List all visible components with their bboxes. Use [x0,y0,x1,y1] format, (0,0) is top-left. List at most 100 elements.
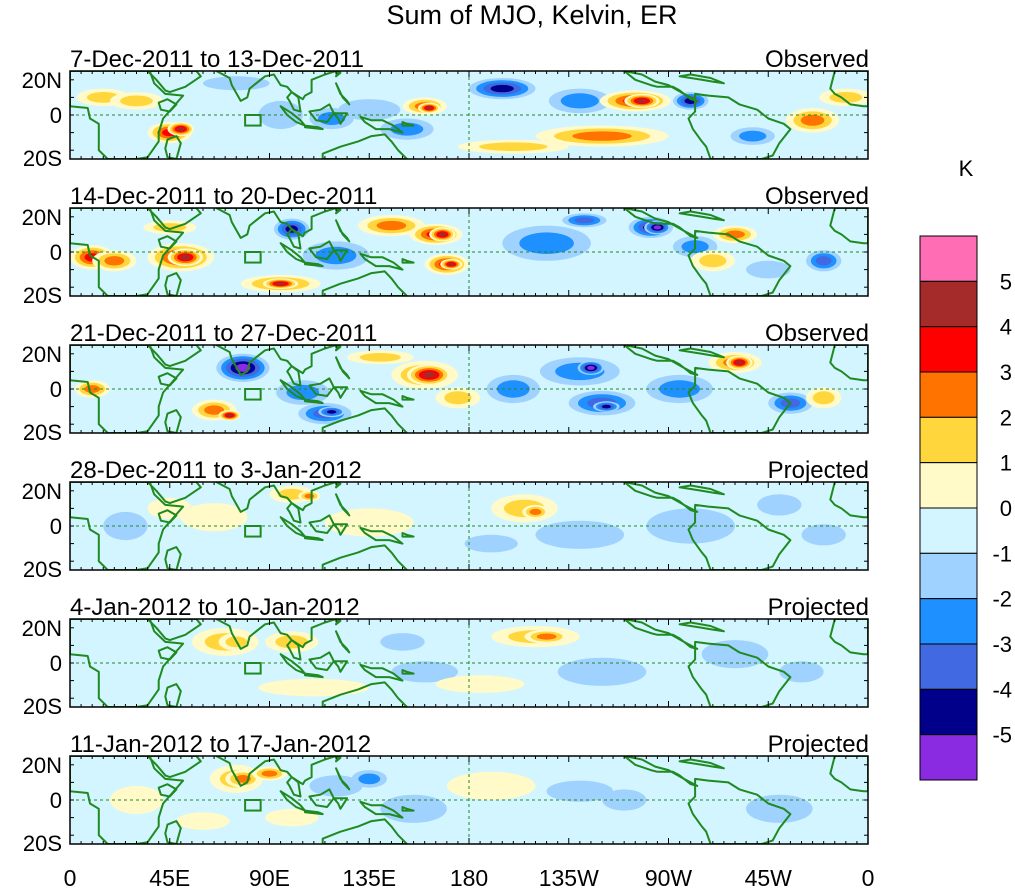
coastlines [70,619,868,707]
coastline [304,672,324,679]
coastline [70,345,185,433]
anomaly-contour [104,256,125,266]
anomaly-contour [380,633,425,651]
coastline [332,386,349,399]
anomaly-contour [815,256,832,266]
colorbar-label: 5 [1000,269,1012,294]
anomaly-contour [560,93,599,109]
coastline [321,544,408,570]
lat-tick-label: 20N [22,342,62,367]
lon-tick-label: 45W [745,865,793,889]
colorbar-bin [919,462,978,509]
anomaly-contour [226,413,233,417]
coastline [335,71,342,78]
panel-date-range: 28-Dec-2011 to 3-Jan-2012 [70,457,362,484]
panel-date-range: 14-Dec-2011 to 20-Dec-2011 [70,183,377,210]
coastline [678,73,725,85]
coastline [70,71,185,159]
colorbar-label: 4 [1000,315,1012,340]
anomaly-contour [601,404,612,409]
map-panel: 20N 0 20S 7-Dec-2011 to 13-Dec-2011 Observed [22,46,869,171]
coastline [623,71,699,102]
colorbar-bin [919,598,978,645]
lat-tick-label: 20N [22,205,62,230]
coastline [164,135,182,159]
anomaly-contour [425,106,433,110]
coastlines [70,71,868,159]
colorbar-label: 0 [1000,496,1012,521]
panel-status: Observed [765,46,869,73]
coastlines [70,482,868,570]
coastline [359,389,404,408]
coastline [335,630,351,654]
coastline [332,249,349,262]
anomaly-contour [203,76,270,91]
coastlines [70,756,868,844]
index-box [244,662,262,675]
anomaly-contour [636,98,648,103]
coastline [687,229,792,296]
lat-tick-label: 20N [22,753,62,778]
coastline [304,124,324,131]
map-panel: 20N 0 20S 21-Dec-2011 to 27-Dec-2011 Observe… [22,320,869,445]
panel-date-range: 4-Jan-2012 to 10-Jan-2012 [70,594,360,621]
lon-tick-label: 45E [149,865,190,889]
anomaly-contour [120,95,153,107]
anomaly-contour [496,380,530,398]
coastline [687,503,792,570]
lat-tick-label: 20S [23,694,62,719]
panel-status: Observed [765,183,869,210]
coastline [687,366,792,433]
coastline [401,669,415,675]
anomaly-contour [261,770,278,777]
panel-status: Projected [768,457,869,484]
anomaly-contour [304,493,315,499]
coastline [321,407,408,433]
coastline [164,683,182,707]
lat-tick-label: 20S [23,146,62,171]
anomaly-contour [800,114,825,126]
colorbar-label: -2 [992,587,1012,612]
coastline [70,756,185,844]
coastline [321,133,408,159]
lat-tick-label: 20S [23,831,62,856]
coastline [359,663,404,682]
anomaly-contour [359,353,401,362]
colorbar-label: 1 [1000,451,1012,476]
colorbar-label: -5 [992,723,1012,748]
coastline [215,619,337,661]
colorbar: K 5 4 3 2 1 0 -1 -2 -3 -4 -5 [919,156,1012,781]
coastline [164,546,182,570]
anomaly-contour [746,794,813,823]
coastline [623,619,699,650]
lon-tick-label: 135W [539,865,599,889]
coastline [215,208,337,250]
colorbar-bin [919,280,978,328]
colorbar-bin [919,235,978,282]
anomaly-contour [653,225,662,230]
colorbar-bin [919,688,978,736]
coastline [335,767,351,791]
panel-status: Projected [768,594,869,621]
colorbar-label: 2 [1000,405,1012,430]
coastline [332,112,349,125]
coastline [623,756,699,787]
coastline [359,252,404,271]
coastline [215,345,337,387]
anomaly-contour [391,661,459,683]
panel-date-range: 11-Jan-2012 to 17-Jan-2012 [70,731,371,758]
coastline [829,71,868,108]
coastline [70,208,185,296]
index-box [244,251,262,264]
lat-tick-label: 20N [22,616,62,641]
lat-tick-label: 20S [23,283,62,308]
lon-tick-label: 135E [342,865,396,889]
anomaly-contour [177,127,185,132]
coastline [70,619,185,707]
coastline [335,619,342,626]
lat-tick-label: 20S [23,420,62,445]
coastline [157,235,178,250]
colorbar-bin [919,734,978,781]
coastline [157,372,178,387]
